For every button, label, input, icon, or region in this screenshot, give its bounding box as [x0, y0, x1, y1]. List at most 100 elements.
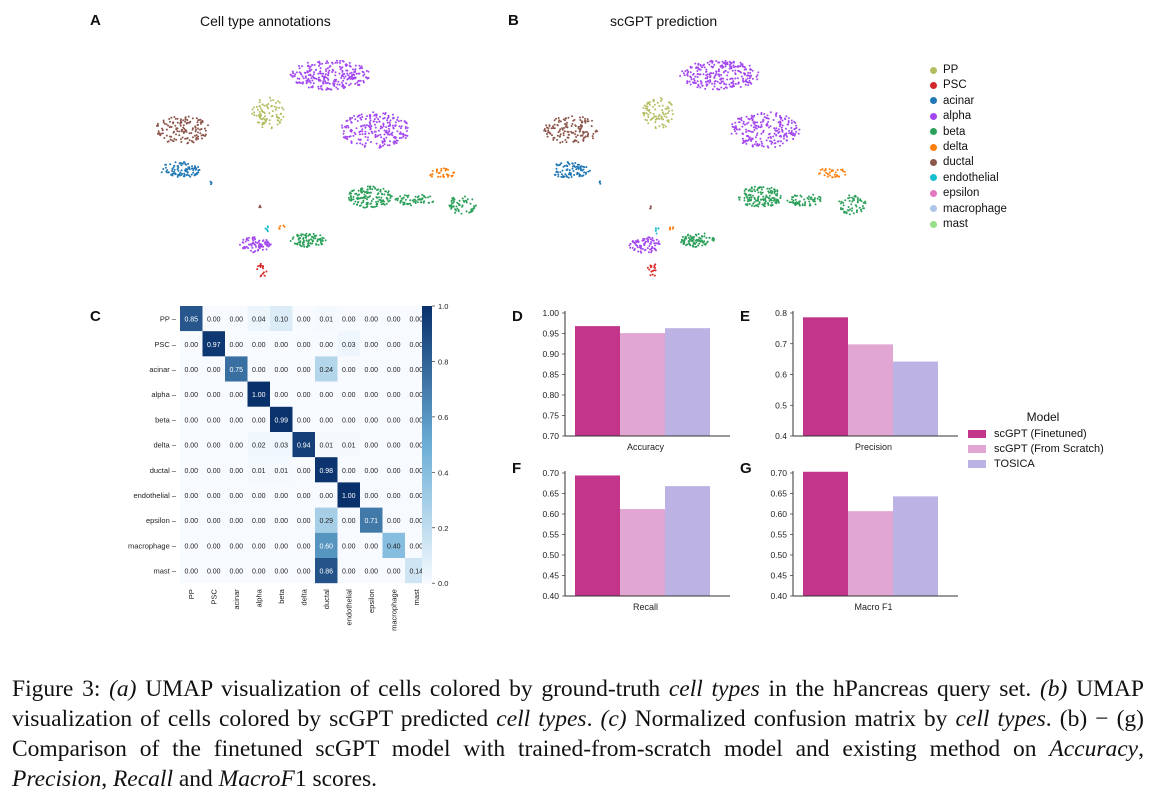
umap-plot-annotations [155, 59, 477, 278]
umap-point-beta [291, 237, 294, 240]
umap-point-beta [303, 245, 306, 248]
umap-point-ductal [577, 141, 580, 144]
umap-point-beta [458, 204, 461, 207]
umap-point-alpha [356, 115, 359, 118]
umap-point-ductal [561, 127, 564, 130]
umap-point-beta [312, 236, 314, 239]
umap-point-PP [253, 106, 256, 109]
heatmap-value: 0.00 [207, 443, 221, 450]
umap-point-alpha [317, 72, 320, 75]
umap-point-beta [743, 192, 746, 195]
umap-point-ductal [195, 137, 198, 140]
heatmap-value: 0.75 [229, 367, 243, 374]
umap-point-beta [383, 193, 386, 196]
umap-point-beta [743, 189, 746, 192]
umap-point-alpha [731, 69, 734, 72]
umap-point-alpha [350, 121, 353, 123]
umap-point-beta [750, 204, 753, 207]
heatmap-col-label: endothelial [345, 589, 354, 626]
umap-point-alpha [382, 125, 385, 128]
caption-fig: Figure 3: [12, 676, 110, 702]
bar-G-1 [848, 511, 893, 596]
umap-point-alpha [376, 135, 379, 138]
heatmap-row-label: macrophage – [128, 541, 177, 550]
umap-point-alpha [762, 145, 765, 148]
umap-point-alpha [342, 79, 345, 82]
umap-point-beta [389, 197, 392, 199]
umap-point-alpha [760, 140, 763, 143]
heatmap-value: 0.00 [364, 543, 378, 550]
umap-point-beta [383, 200, 385, 203]
umap-point-PP [654, 126, 657, 129]
model-legend-item: scGPT (Finetuned) [968, 428, 1118, 440]
umap-point-ductal [157, 130, 160, 133]
umap-point-beta [701, 235, 704, 238]
umap-point-acinar [568, 171, 571, 174]
heatmap-cell [315, 356, 338, 382]
umap-point-ductal [556, 124, 559, 127]
umap-point-alpha [734, 130, 737, 133]
heatmap-cell [337, 558, 360, 584]
umap-point-acinar [571, 165, 574, 168]
umap-point-alpha [699, 86, 702, 89]
umap-point-ductal [176, 117, 179, 120]
caption-b-em: cell types [496, 706, 587, 732]
umap-point-alpha [360, 65, 363, 68]
umap-point-ductal [259, 204, 261, 207]
umap-point-beta [300, 234, 303, 237]
heatmap-value: 0.02 [252, 443, 266, 450]
umap-point-alpha [260, 243, 263, 246]
umap-point-acinar [563, 175, 566, 178]
umap-point-alpha [347, 77, 350, 80]
umap-point-alpha [746, 81, 749, 84]
heatmap-cell [292, 406, 315, 432]
umap-point-ductal [172, 122, 175, 125]
umap-point-beta [404, 198, 407, 201]
umap-point-acinar [171, 172, 174, 175]
umap-point-alpha [311, 64, 314, 66]
umap-point-beta [357, 200, 360, 203]
heatmap-value: 0.00 [364, 317, 378, 324]
umap-point-alpha [706, 73, 709, 76]
umap-point-alpha [349, 117, 351, 119]
heatmap-cell [382, 432, 405, 458]
umap-point-beta [765, 194, 768, 197]
umap-point-beta [776, 190, 779, 193]
umap-point-alpha [366, 139, 369, 141]
umap-point-alpha [765, 123, 768, 126]
umap-point-alpha [307, 86, 310, 89]
umap-point-beta [354, 200, 357, 203]
umap-point-alpha [341, 83, 344, 86]
umap-legend-item-endothelial: endothelial [930, 172, 999, 184]
umap-point-alpha [778, 125, 781, 128]
umap-point-ductal [161, 129, 164, 132]
heatmap-value: 0.01 [342, 443, 356, 450]
umap-point-acinar [187, 162, 190, 165]
umap-point-delta [282, 224, 285, 227]
umap-point-acinar [560, 175, 563, 178]
umap-point-alpha [397, 120, 400, 123]
umap-point-PP [262, 117, 265, 120]
heatmap-cell [247, 306, 270, 332]
umap-point-alpha [345, 82, 348, 85]
umap-point-ductal [172, 131, 175, 134]
umap-point-ductal [556, 134, 559, 137]
umap-point-alpha [728, 64, 731, 67]
umap-point-beta [321, 243, 324, 245]
heatmap-cell [270, 532, 293, 558]
heatmap-col-label: beta [277, 588, 286, 603]
caption-tail: 1 scores. [294, 766, 378, 792]
umap-point-alpha [773, 139, 776, 142]
umap-point-acinar [174, 161, 177, 164]
umap-point-ductal [184, 118, 187, 121]
umap-point-acinar [577, 168, 580, 170]
umap-point-beta [317, 243, 320, 246]
umap-point-PP [649, 111, 652, 114]
umap-point-PSC [654, 263, 657, 266]
heatmap-cell [180, 558, 203, 584]
heatmap-cell [315, 507, 338, 533]
heatmap-cell [292, 381, 315, 407]
y-tick-label: 0.4 [775, 431, 787, 441]
umap-point-alpha [290, 74, 293, 77]
caption-b-label: (b) [1039, 676, 1068, 702]
